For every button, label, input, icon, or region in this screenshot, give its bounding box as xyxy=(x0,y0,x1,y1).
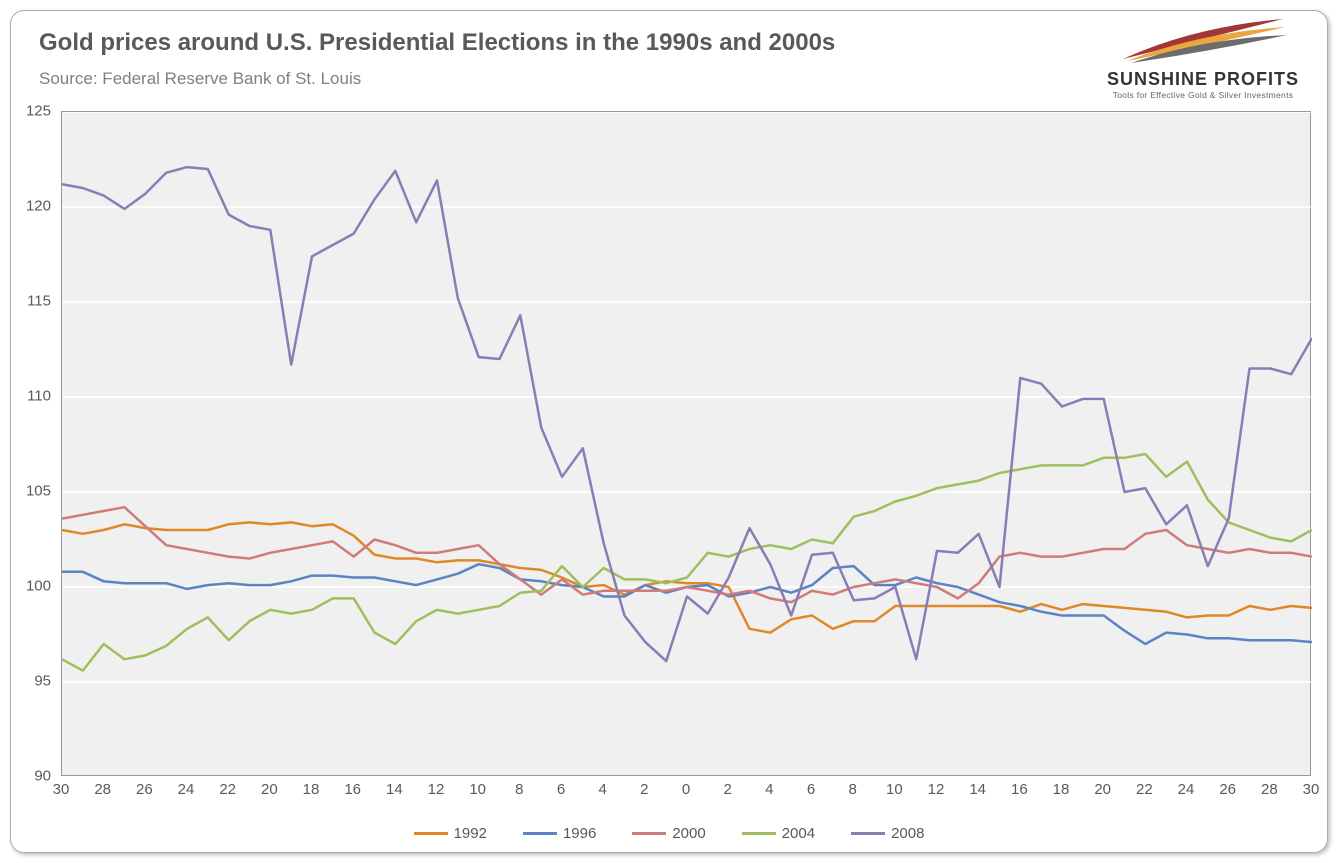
legend-swatch xyxy=(632,832,666,835)
legend-swatch xyxy=(414,832,448,835)
chart-container: Gold prices around U.S. Presidential Ele… xyxy=(10,10,1328,853)
x-tick-label: 14 xyxy=(969,781,986,798)
y-tick-label: 95 xyxy=(11,673,51,690)
x-tick-label: 20 xyxy=(261,781,278,798)
x-tick-label: 18 xyxy=(303,781,320,798)
legend: 1992 1996 2000 2004 2008 xyxy=(11,822,1327,842)
legend-label: 1992 xyxy=(454,825,487,842)
x-tick-label: 22 xyxy=(1136,781,1153,798)
x-tick-label: 16 xyxy=(1011,781,1028,798)
legend-item-1996: 1996 xyxy=(523,825,596,842)
plot-svg xyxy=(62,112,1312,777)
x-tick-label: 26 xyxy=(1219,781,1236,798)
x-tick-label: 6 xyxy=(557,781,565,798)
x-tick-label: 8 xyxy=(515,781,523,798)
x-tick-label: 6 xyxy=(807,781,815,798)
legend-label: 2004 xyxy=(782,825,815,842)
chart-title: Gold prices around U.S. Presidential Ele… xyxy=(39,29,835,57)
x-tick-label: 28 xyxy=(1261,781,1278,798)
x-tick-label: 30 xyxy=(53,781,70,798)
logo-brand: SUNSHINE PROFITS xyxy=(1093,69,1313,90)
x-tick-label: 2 xyxy=(723,781,731,798)
x-tick-label: 22 xyxy=(219,781,236,798)
x-tick-label: 2 xyxy=(640,781,648,798)
x-tick-label: 12 xyxy=(928,781,945,798)
legend-swatch xyxy=(851,832,885,835)
x-tick-label: 28 xyxy=(94,781,111,798)
legend-label: 1996 xyxy=(563,825,596,842)
logo: SUNSHINE PROFITS Tools for Effective Gol… xyxy=(1093,17,1313,100)
legend-label: 2008 xyxy=(891,825,924,842)
x-tick-label: 10 xyxy=(469,781,486,798)
x-tick-label: 18 xyxy=(1053,781,1070,798)
y-tick-label: 120 xyxy=(11,198,51,215)
y-tick-label: 105 xyxy=(11,483,51,500)
x-tick-label: 30 xyxy=(1303,781,1320,798)
y-tick-label: 115 xyxy=(11,293,51,310)
plot-area xyxy=(61,111,1311,776)
legend-item-2000: 2000 xyxy=(632,825,705,842)
x-tick-label: 4 xyxy=(598,781,606,798)
y-tick-label: 125 xyxy=(11,103,51,120)
x-tick-label: 14 xyxy=(386,781,403,798)
logo-tagline: Tools for Effective Gold & Silver Invest… xyxy=(1093,90,1313,100)
x-tick-label: 24 xyxy=(178,781,195,798)
legend-swatch xyxy=(523,832,557,835)
y-tick-label: 90 xyxy=(11,768,51,785)
x-tick-label: 8 xyxy=(848,781,856,798)
x-tick-label: 24 xyxy=(1178,781,1195,798)
x-tick-label: 26 xyxy=(136,781,153,798)
legend-item-2004: 2004 xyxy=(742,825,815,842)
x-tick-label: 10 xyxy=(886,781,903,798)
y-tick-label: 100 xyxy=(11,578,51,595)
legend-label: 2000 xyxy=(672,825,705,842)
x-tick-label: 4 xyxy=(765,781,773,798)
chart-subtitle: Source: Federal Reserve Bank of St. Loui… xyxy=(39,69,361,89)
legend-swatch xyxy=(742,832,776,835)
y-tick-label: 110 xyxy=(11,388,51,405)
x-tick-label: 0 xyxy=(682,781,690,798)
x-tick-label: 16 xyxy=(344,781,361,798)
x-tick-label: 20 xyxy=(1094,781,1111,798)
legend-item-2008: 2008 xyxy=(851,825,924,842)
logo-swoosh-icon xyxy=(1113,17,1293,67)
x-tick-label: 12 xyxy=(428,781,445,798)
legend-item-1992: 1992 xyxy=(414,825,487,842)
